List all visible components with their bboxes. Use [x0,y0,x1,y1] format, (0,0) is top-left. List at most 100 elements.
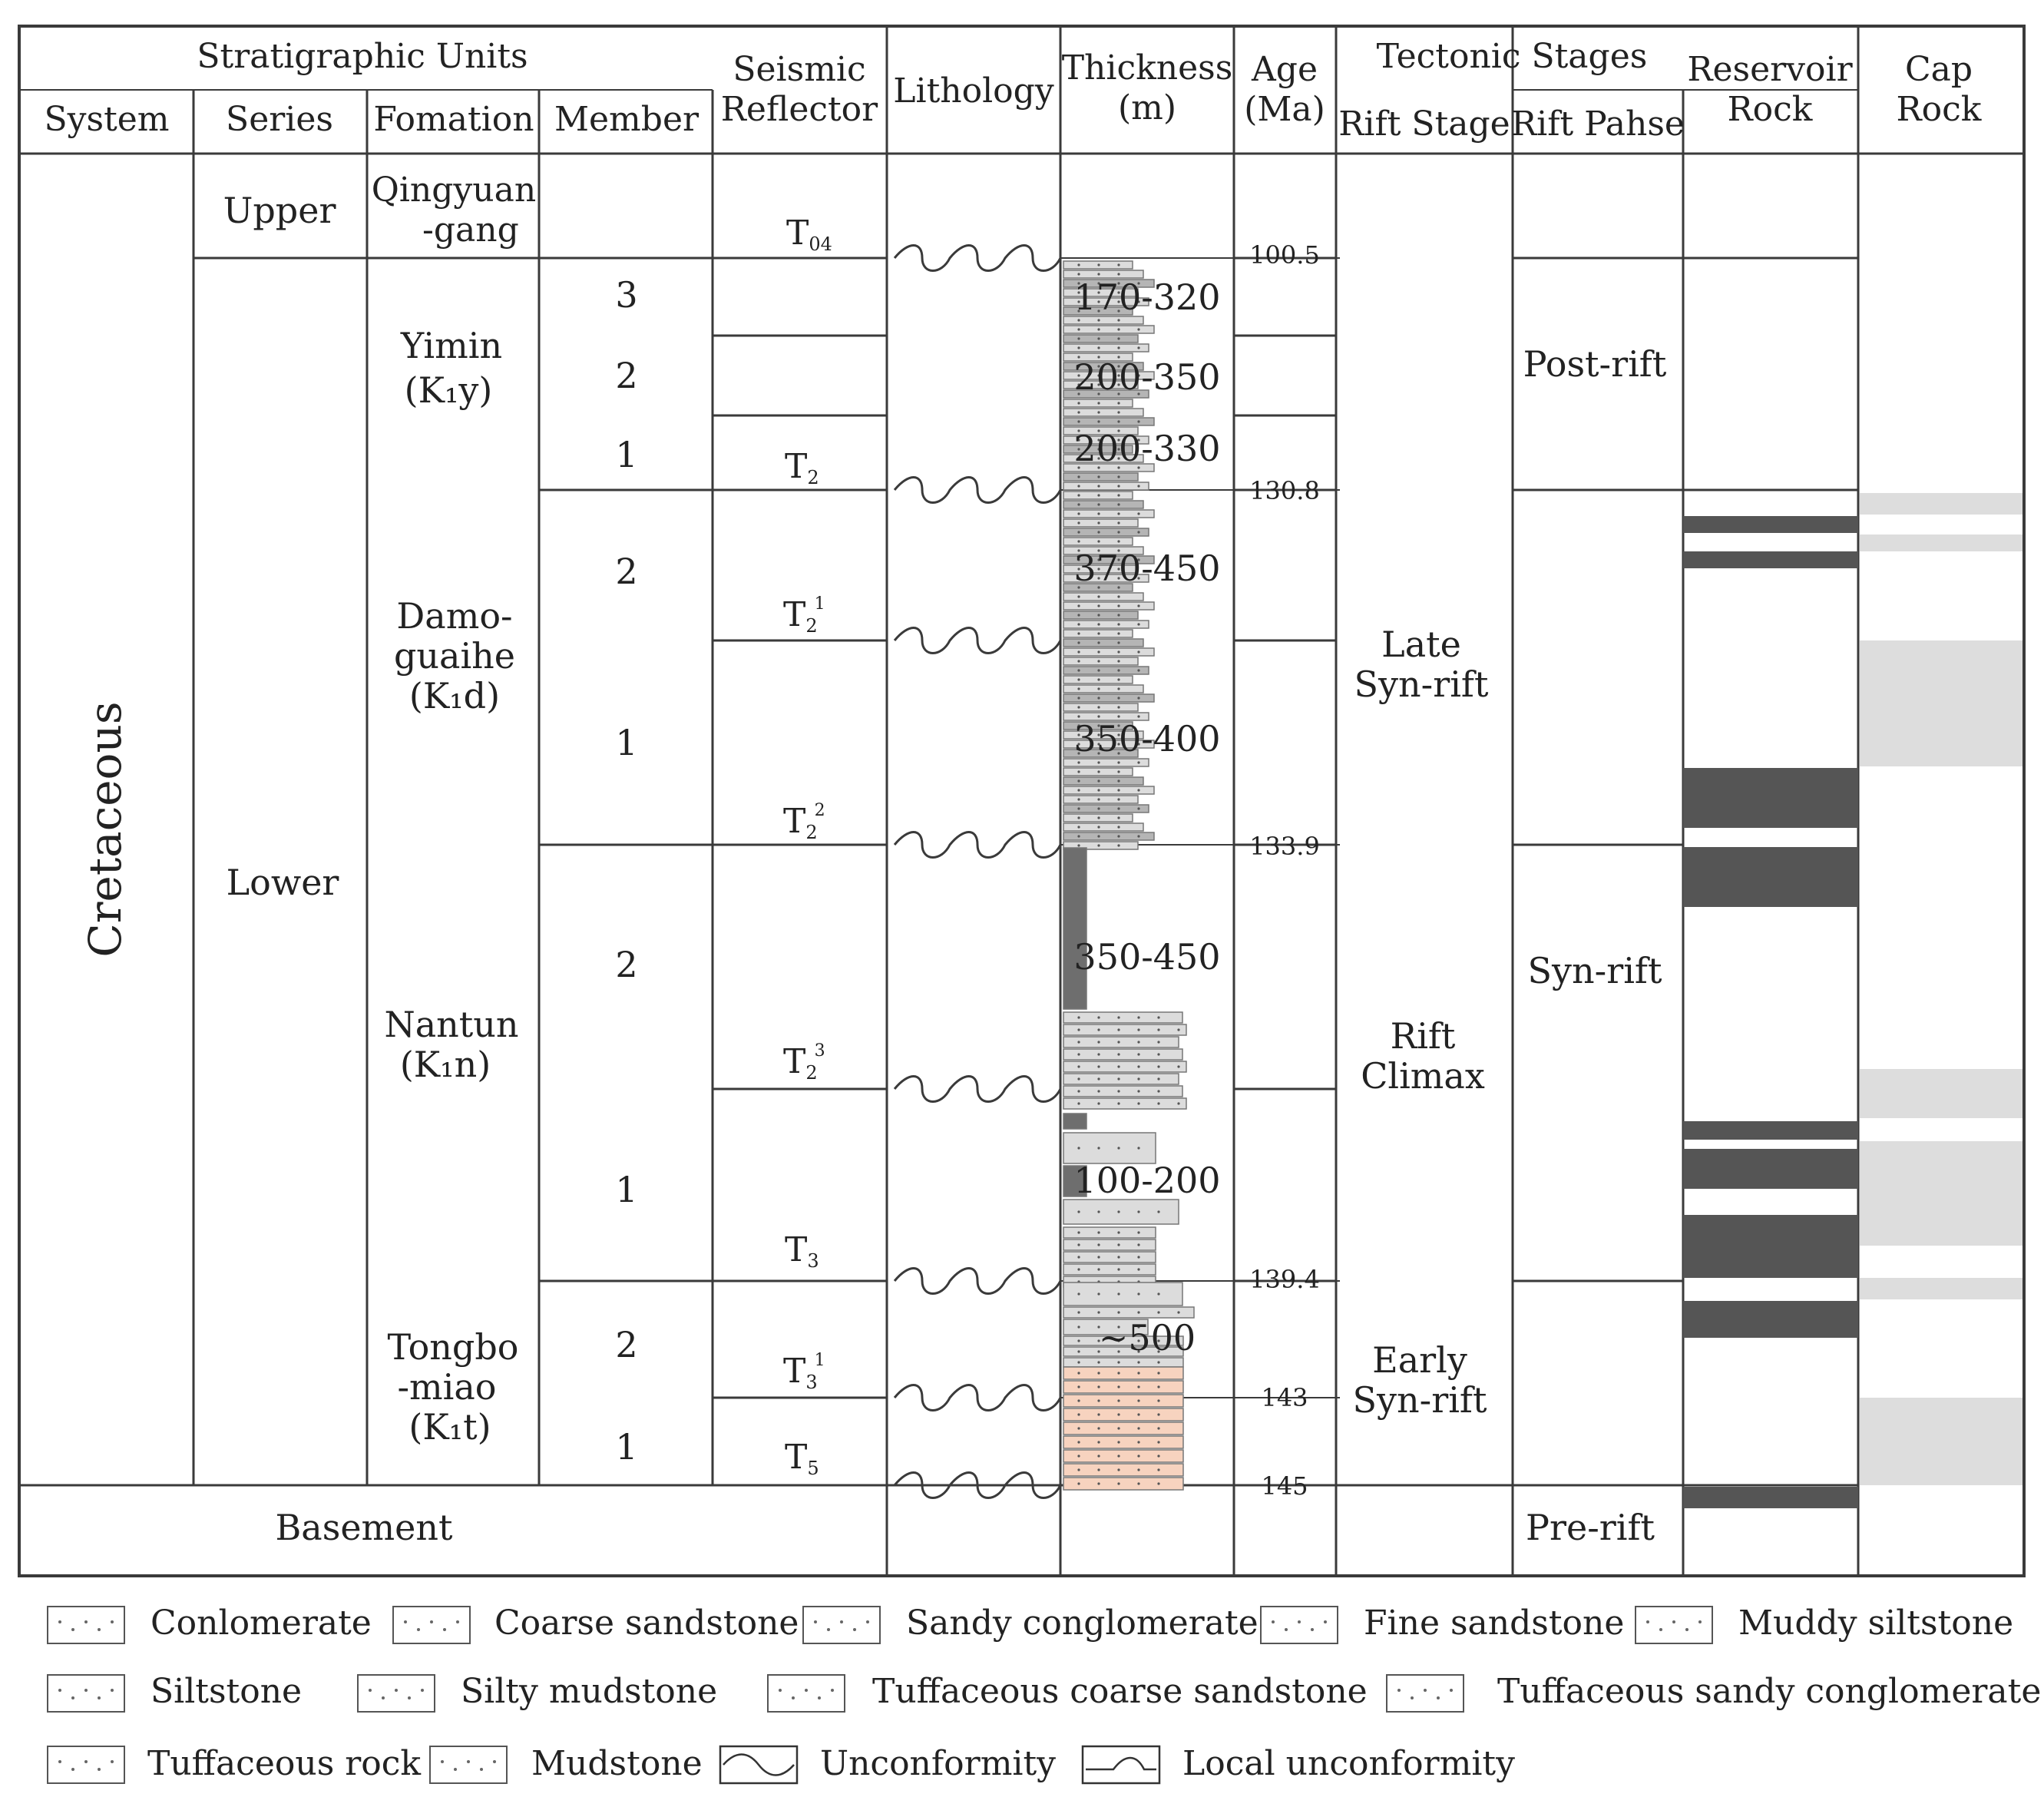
member-damoguaihe-1: 1 [615,722,637,763]
age-143: 143 [1261,1383,1308,1412]
lithology-thin-bed [1063,288,1139,297]
lithology-grain [1097,1243,1100,1246]
thickness-yimin-1: 200-330 [1073,428,1220,469]
lithology-sand-bed [1063,1061,1187,1073]
legend-swatch-dot [493,1760,496,1763]
lithology-grain [1117,457,1120,460]
rift-stage-climax-2: Climax [1361,1055,1485,1097]
formation-yimin-1: Yimin [400,325,502,366]
lithology-grain [1077,826,1080,829]
lithology-grain [1077,1041,1080,1044]
reservoir-band [1683,1215,1858,1278]
lithology-sand-bed [1063,1263,1156,1276]
lithology-grain [1117,1311,1120,1314]
lithology-column [1063,260,1195,1491]
legend-swatch-dot [814,1620,817,1623]
formation-damoguaihe-3: (K₁d) [409,675,500,717]
legend-swatch-dot [831,1689,834,1692]
lithology-grain [1117,743,1120,746]
reservoir-band [1683,1301,1858,1338]
lithology-grain [1117,715,1120,718]
lithology-grain [1097,1077,1100,1081]
header-cap: Cap [1905,50,1973,89]
lithology-grain [1137,1468,1140,1471]
lithology-grain [1137,697,1140,700]
lithology-grain [1097,540,1100,543]
lithology-grain [1097,1268,1100,1271]
lithology-grain [1117,586,1120,589]
lithology-grain [1117,383,1120,386]
lithology-thin-bed [1063,270,1144,279]
lithology-grain [1077,844,1080,847]
header-lithology: Lithology [893,71,1054,111]
lithology-grain [1117,356,1120,359]
lithology-grain [1097,1399,1100,1402]
legend-swatch-dot [853,1628,856,1631]
lithology-grain [1137,1455,1140,1458]
lithology-grain [1117,669,1120,672]
lithology-grain [1097,1231,1100,1234]
lithology-grain [1117,1292,1120,1296]
lithology-grain [1117,494,1120,497]
lithology-grain [1077,1102,1080,1105]
lithology-grain [1137,1065,1140,1068]
lithology-grain [1117,475,1120,478]
lithology-grain [1097,697,1100,700]
lithology-thin-bed [1063,389,1149,399]
lithology-grain [1117,1090,1120,1093]
reflector-t3: T3 [785,1230,819,1272]
lithology-thin-bed [1063,509,1155,518]
legend-swatch-frame [1635,1606,1713,1644]
lithology-grain [1077,392,1080,395]
lithology-grain [1077,1016,1080,1019]
lithology-grain [1097,1455,1100,1458]
lithology-grain [1117,798,1120,801]
lithology-grain [1117,779,1120,783]
legend-swatch-dot [369,1689,372,1692]
legend-swatch-dot [805,1689,808,1692]
cap-rock-band [1860,534,2023,551]
lithology-grain [1137,374,1140,377]
lithology-grain [1097,273,1100,276]
lithology-mudstone [1063,1113,1087,1130]
lithology-grain [1097,494,1100,497]
lithology-grain [1077,1243,1080,1246]
age-139-4: 139.4 [1249,1265,1320,1294]
lithology-grain [1117,263,1120,266]
lithology-grain [1077,743,1080,746]
member-nantun-1: 1 [615,1169,637,1210]
lithology-grain [1077,1385,1080,1388]
lithology-grain [1157,1455,1160,1458]
lithology-grain [1137,1090,1140,1093]
age-100-5: 100.5 [1249,240,1320,270]
system-cretaceous: Cretaceous [79,701,131,957]
lithology-grain [1157,1016,1160,1019]
lithology-grain [1077,614,1080,617]
lithology-grain [1117,604,1120,607]
lithology-grain [1117,531,1120,534]
lithology-thin-bed [1063,518,1139,528]
lithology-grain [1137,715,1140,718]
legend-muddy-siltstone: Muddy siltstone [1738,1603,2013,1643]
legend-silty-mudstone: Silty mudstone [461,1672,717,1711]
legend-swatch-siltstone [47,1674,125,1713]
lithology-grain [1137,346,1140,349]
lithology-grain [1117,697,1120,700]
lithology-grain [1077,660,1080,663]
lithology-grain [1117,1028,1120,1031]
rift-stage-late-1: Late [1381,624,1461,665]
local-unconformity-t2-1 [893,627,1062,654]
lithology-grain [1117,485,1120,488]
legend-tuffaceous-coarse-sandstone: Tuffaceous coarse sandstone [872,1672,1368,1711]
lithology-sand-bed [1063,1346,1184,1357]
lithology-grain [1097,356,1100,359]
lithology-grain [1117,273,1120,276]
lithology-grain [1077,623,1080,626]
lithology-grain [1117,595,1120,598]
formation-damoguaihe-1: Damo- [396,595,512,637]
lithology-conglomerate [1063,1306,1195,1319]
lithology-thin-bed [1063,279,1155,288]
lithology-grain [1077,475,1080,478]
header-rift-phase: Rift Pahse [1511,104,1685,144]
